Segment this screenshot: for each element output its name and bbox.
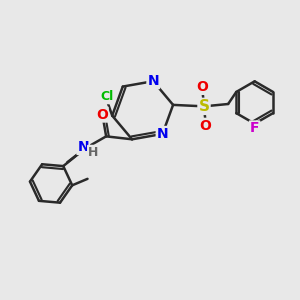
Text: N: N (157, 127, 168, 141)
Text: F: F (250, 122, 260, 135)
Text: Cl: Cl (100, 90, 113, 103)
Text: S: S (199, 99, 209, 114)
Text: O: O (200, 119, 211, 133)
Text: H: H (88, 146, 98, 159)
Text: N: N (77, 140, 89, 154)
Text: O: O (96, 108, 108, 122)
Text: N: N (147, 74, 159, 88)
Text: O: O (196, 80, 208, 94)
